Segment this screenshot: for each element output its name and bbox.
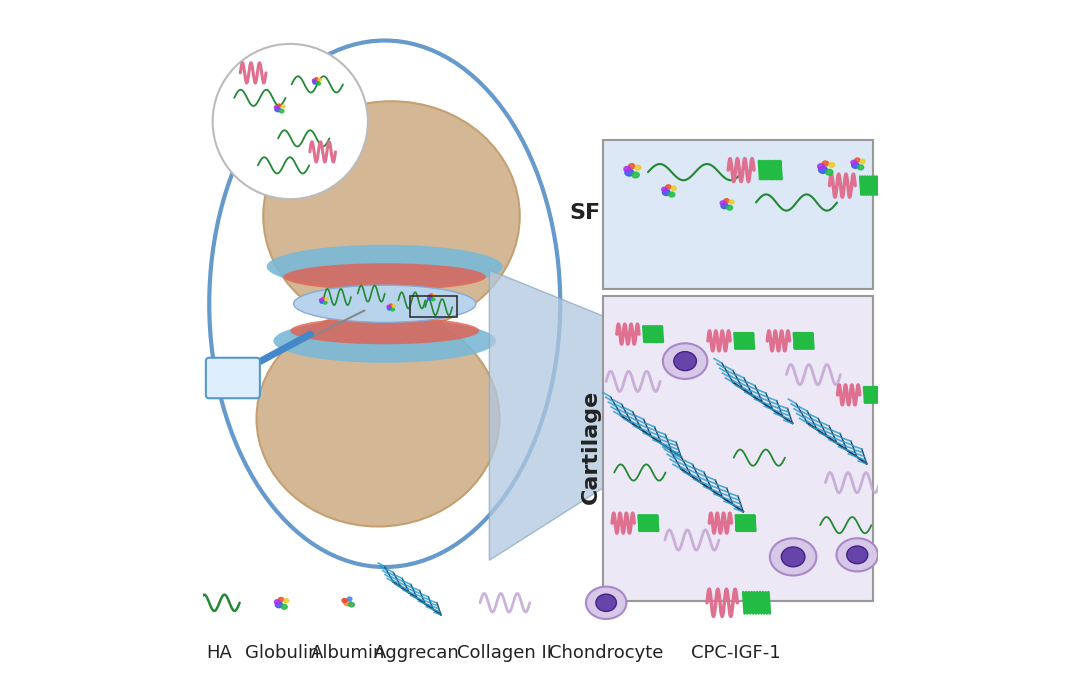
Ellipse shape bbox=[858, 165, 864, 170]
Ellipse shape bbox=[662, 187, 667, 192]
Ellipse shape bbox=[391, 308, 394, 311]
Ellipse shape bbox=[389, 304, 392, 306]
Ellipse shape bbox=[724, 198, 729, 202]
Ellipse shape bbox=[275, 107, 281, 111]
Ellipse shape bbox=[428, 296, 432, 300]
Circle shape bbox=[213, 44, 368, 199]
Text: Albumin: Albumin bbox=[310, 645, 384, 662]
Ellipse shape bbox=[720, 201, 726, 205]
Ellipse shape bbox=[322, 297, 325, 300]
Text: Cartilage: Cartilage bbox=[581, 389, 600, 504]
Ellipse shape bbox=[674, 352, 697, 371]
Ellipse shape bbox=[278, 104, 281, 107]
Ellipse shape bbox=[314, 78, 319, 80]
Text: Collagen II: Collagen II bbox=[458, 645, 552, 662]
Ellipse shape bbox=[663, 344, 707, 379]
Ellipse shape bbox=[729, 200, 734, 204]
Ellipse shape bbox=[283, 263, 486, 290]
Text: SF: SF bbox=[569, 202, 600, 223]
Ellipse shape bbox=[279, 597, 284, 601]
Ellipse shape bbox=[294, 285, 476, 323]
Ellipse shape bbox=[818, 164, 824, 169]
Ellipse shape bbox=[281, 604, 287, 610]
FancyBboxPatch shape bbox=[603, 296, 873, 601]
Ellipse shape bbox=[721, 203, 728, 209]
Ellipse shape bbox=[284, 599, 288, 603]
Ellipse shape bbox=[861, 159, 865, 163]
Ellipse shape bbox=[349, 603, 354, 607]
Ellipse shape bbox=[596, 594, 617, 612]
Ellipse shape bbox=[316, 82, 321, 85]
Ellipse shape bbox=[433, 295, 436, 297]
Ellipse shape bbox=[428, 295, 431, 298]
FancyBboxPatch shape bbox=[206, 358, 260, 398]
Ellipse shape bbox=[387, 305, 390, 308]
Ellipse shape bbox=[837, 538, 878, 572]
Ellipse shape bbox=[852, 163, 859, 168]
Ellipse shape bbox=[585, 587, 626, 619]
Ellipse shape bbox=[325, 298, 328, 300]
Ellipse shape bbox=[662, 190, 670, 196]
Ellipse shape bbox=[319, 78, 322, 81]
Ellipse shape bbox=[257, 310, 499, 526]
Ellipse shape bbox=[320, 298, 323, 301]
Ellipse shape bbox=[625, 169, 634, 176]
Ellipse shape bbox=[312, 79, 316, 82]
Ellipse shape bbox=[267, 244, 503, 289]
Ellipse shape bbox=[388, 306, 392, 310]
Ellipse shape bbox=[343, 600, 352, 605]
Ellipse shape bbox=[348, 597, 352, 601]
Ellipse shape bbox=[282, 105, 285, 108]
Ellipse shape bbox=[264, 101, 519, 331]
Ellipse shape bbox=[672, 186, 676, 190]
Ellipse shape bbox=[629, 163, 635, 169]
FancyBboxPatch shape bbox=[603, 140, 873, 289]
Ellipse shape bbox=[781, 547, 805, 567]
Ellipse shape bbox=[635, 165, 640, 170]
Ellipse shape bbox=[770, 538, 816, 576]
Text: CPC-IGF-1: CPC-IGF-1 bbox=[691, 645, 781, 662]
Ellipse shape bbox=[665, 185, 671, 189]
Text: Globulin: Globulin bbox=[245, 645, 320, 662]
Ellipse shape bbox=[819, 166, 827, 173]
Ellipse shape bbox=[274, 599, 280, 604]
Text: Chondrocyte: Chondrocyte bbox=[549, 645, 663, 662]
Ellipse shape bbox=[280, 109, 284, 113]
Ellipse shape bbox=[669, 192, 675, 197]
Ellipse shape bbox=[430, 294, 433, 296]
Ellipse shape bbox=[854, 158, 860, 162]
Ellipse shape bbox=[632, 172, 639, 178]
Text: HA: HA bbox=[206, 645, 232, 662]
Ellipse shape bbox=[826, 169, 833, 176]
Ellipse shape bbox=[275, 602, 283, 608]
Polygon shape bbox=[489, 270, 606, 560]
Ellipse shape bbox=[320, 300, 324, 303]
Ellipse shape bbox=[291, 317, 480, 344]
Ellipse shape bbox=[727, 205, 732, 210]
Ellipse shape bbox=[431, 298, 435, 301]
Ellipse shape bbox=[392, 305, 395, 307]
Ellipse shape bbox=[342, 599, 347, 602]
Ellipse shape bbox=[274, 106, 279, 109]
Ellipse shape bbox=[624, 167, 631, 172]
Ellipse shape bbox=[313, 80, 318, 84]
Ellipse shape bbox=[822, 161, 828, 166]
Ellipse shape bbox=[828, 163, 835, 167]
Ellipse shape bbox=[847, 546, 867, 564]
Text: Aggrecan: Aggrecan bbox=[375, 645, 460, 662]
Ellipse shape bbox=[323, 301, 327, 304]
Ellipse shape bbox=[851, 160, 856, 165]
Ellipse shape bbox=[273, 319, 496, 362]
